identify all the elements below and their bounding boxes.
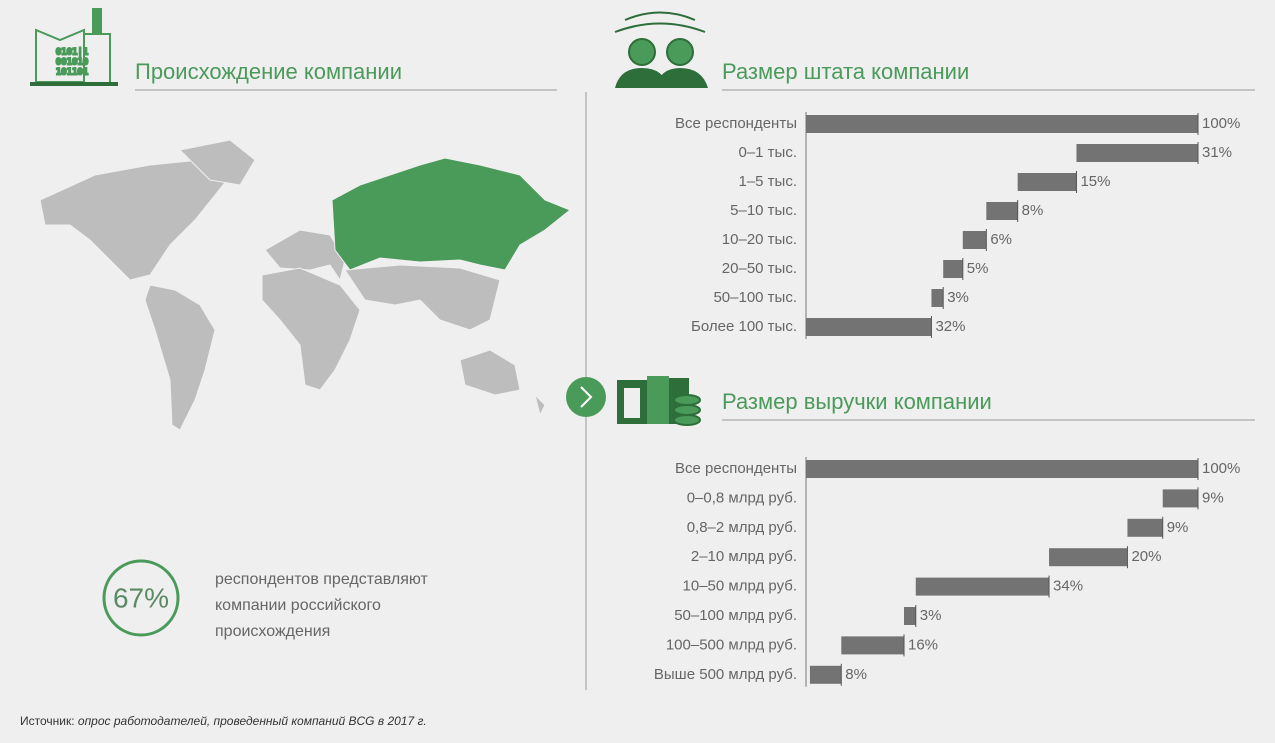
- category-label: 10–50 млрд руб.: [683, 578, 797, 595]
- category-label: 0,8–2 млрд руб.: [687, 519, 797, 536]
- bar: [806, 460, 1198, 478]
- people-icon: [614, 11, 708, 88]
- bar: [904, 607, 916, 625]
- category-label: 20–50 тыс.: [722, 260, 797, 277]
- bar: [1127, 518, 1163, 537]
- value-label: 31%: [1202, 144, 1232, 161]
- category-label: Более 100 тыс.: [691, 318, 797, 335]
- bar: [931, 289, 944, 307]
- description-line: компании российского: [215, 597, 381, 614]
- bar: [915, 577, 1050, 596]
- value-label: 16%: [908, 636, 938, 653]
- chart-title: Размер выручки компании: [722, 389, 992, 414]
- bar: [1049, 548, 1128, 567]
- russia: [331, 157, 571, 271]
- bar: [809, 665, 842, 684]
- arrow-circle: [566, 377, 606, 417]
- value-label: 6%: [990, 231, 1012, 248]
- category-label: Выше 500 млрд руб.: [654, 666, 797, 683]
- bar: [806, 115, 1198, 133]
- category-label: 10–20 тыс.: [722, 231, 797, 248]
- bar: [943, 260, 963, 278]
- value-label: 9%: [1202, 489, 1224, 506]
- bar: [1076, 144, 1198, 162]
- bar: [841, 636, 904, 655]
- category-label: Все респонденты: [675, 115, 797, 132]
- value-label: 100%: [1202, 115, 1240, 132]
- category-label: 0–1 тыс.: [738, 144, 797, 161]
- description-line: респондентов представляют: [215, 571, 429, 588]
- value-label: 34%: [1053, 578, 1083, 595]
- svg-text:001010: 001010: [56, 58, 89, 68]
- bar: [986, 202, 1018, 220]
- svg-text:101101: 101101: [56, 68, 89, 78]
- bar: [806, 318, 932, 336]
- bar: [1017, 173, 1077, 191]
- value-label: 15%: [1080, 173, 1110, 190]
- stat-value: 67%: [113, 582, 169, 613]
- origin-title: Происхождение компании: [135, 59, 402, 84]
- category-label: 50–100 млрд руб.: [674, 607, 797, 624]
- world-map: [39, 139, 546, 431]
- category-label: 2–10 млрд руб.: [691, 548, 797, 565]
- category-label: Все респонденты: [675, 460, 797, 477]
- chart-title: Размер штата компании: [722, 59, 969, 84]
- category-label: 100–500 млрд руб.: [666, 636, 797, 653]
- value-label: 9%: [1167, 519, 1189, 536]
- category-label: 1–5 тыс.: [738, 173, 797, 190]
- money-icon: [617, 376, 701, 426]
- value-label: 100%: [1202, 460, 1240, 477]
- factory-icon: 0101|1 001010 101101: [30, 8, 118, 86]
- value-label: 5%: [967, 260, 989, 277]
- category-label: 50–100 тыс.: [713, 289, 797, 306]
- source: Источник: опрос работодателей, проведенн…: [20, 714, 427, 728]
- bar: [1162, 489, 1198, 508]
- value-label: 8%: [1022, 202, 1044, 219]
- value-label: 3%: [947, 289, 969, 306]
- category-label: 5–10 тыс.: [730, 202, 797, 219]
- bar: [962, 231, 987, 249]
- value-label: 20%: [1131, 548, 1161, 565]
- source-text: опрос работодателей, проведенный компани…: [78, 714, 427, 728]
- chevron: [580, 386, 593, 408]
- description-line: происхождения: [215, 623, 330, 640]
- svg-text:0101|1: 0101|1: [56, 48, 89, 58]
- stat-circle: [102, 559, 180, 637]
- value-label: 32%: [935, 318, 965, 335]
- value-label: 8%: [845, 666, 867, 683]
- value-label: 3%: [920, 607, 942, 624]
- source-label: Источник:: [20, 714, 75, 728]
- category-label: 0–0,8 млрд руб.: [687, 489, 797, 506]
